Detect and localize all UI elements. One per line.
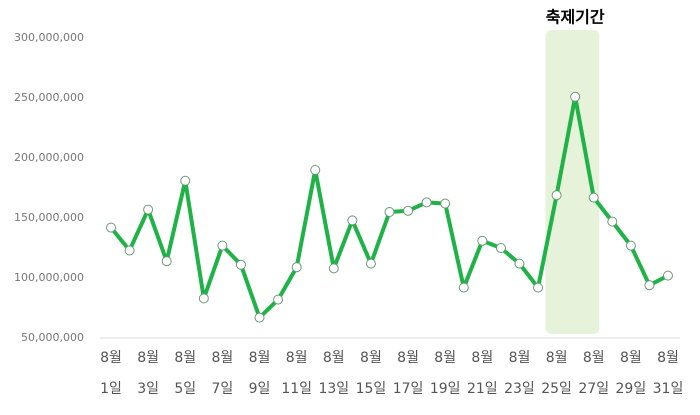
point: [403, 205, 414, 216]
point: [625, 240, 636, 251]
x-tick-label: 8월 3일: [137, 350, 159, 397]
x-tick-label: 8월 21일: [467, 350, 498, 397]
point: [347, 215, 358, 226]
point: [365, 258, 376, 269]
point: [440, 198, 451, 209]
x-tick-label: 8월 1일: [100, 350, 122, 397]
point: [254, 312, 265, 323]
y-tick-label: 100,000,000: [14, 271, 84, 284]
point: [310, 165, 321, 175]
point: [235, 259, 246, 270]
point: [217, 240, 228, 251]
y-tick-label: 250,000,000: [14, 91, 84, 104]
point: [495, 243, 506, 253]
point: [273, 294, 284, 305]
point: [421, 197, 432, 208]
x-tick-label: 8월 19일: [430, 350, 461, 397]
x-tick-label: 8월 15일: [356, 350, 387, 397]
point: [514, 258, 525, 269]
x-tick-label: 8월 9일: [249, 350, 271, 397]
point: [644, 280, 655, 291]
x-tick-label: 8월 27일: [578, 350, 609, 397]
point: [458, 282, 469, 293]
x-tick-label: 8월 29일: [616, 350, 647, 397]
point: [663, 270, 673, 281]
point: [384, 207, 395, 217]
y-tick-label: 300,000,000: [14, 31, 84, 44]
point: [588, 192, 599, 203]
x-tick-label: 8월 13일: [318, 350, 349, 397]
point: [570, 91, 581, 102]
y-tick-label: 50,000,000: [21, 331, 84, 344]
point: [328, 263, 339, 274]
point: [106, 222, 116, 233]
point: [477, 235, 488, 246]
highlight-label: 축제기간: [546, 8, 605, 27]
point: [180, 175, 191, 186]
x-tick-label: 8월 17일: [393, 350, 424, 397]
point: [198, 293, 209, 304]
point: [533, 282, 544, 293]
y-tick-label: 200,000,000: [14, 151, 84, 164]
point: [551, 190, 562, 201]
x-tick-label: 8월 7일: [212, 350, 234, 397]
x-tick-label: 8월 5일: [174, 350, 196, 397]
y-tick-label: 150,000,000: [14, 211, 84, 224]
point: [291, 262, 302, 273]
x-tick-label: 8월 23일: [504, 350, 535, 397]
point: [161, 256, 172, 267]
point: [124, 245, 135, 256]
point: [143, 204, 154, 215]
point: [607, 216, 618, 227]
x-tick-label: 8월 11일: [281, 350, 312, 397]
x-tick-label: 8월 25일: [541, 350, 572, 397]
x-tick-label: 8월 31일: [653, 350, 684, 397]
highlight-band: [545, 30, 600, 334]
